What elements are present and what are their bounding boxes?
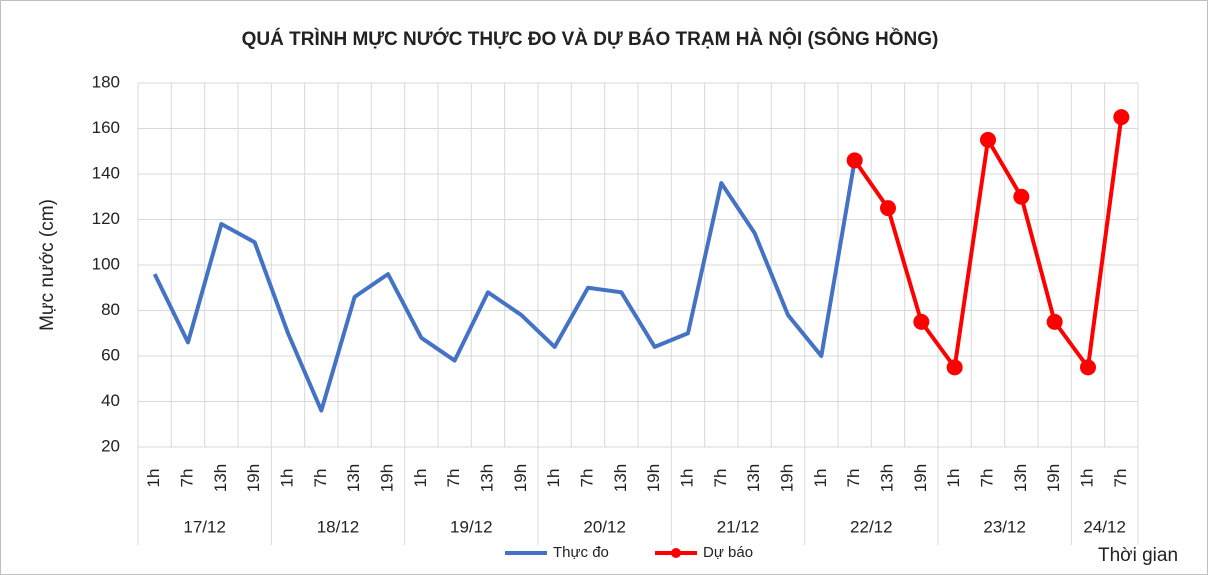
y-tick-label: 80 [101, 300, 120, 319]
marker [1113, 109, 1130, 126]
x-tick-label: 1h [277, 469, 296, 488]
x-group-label: 18/12 [317, 517, 360, 536]
y-tick-label: 60 [101, 345, 120, 364]
x-tick-label: 1h [677, 469, 696, 488]
x-tick-label: 1h [144, 469, 163, 488]
x-axis-title: Thời gian [1098, 545, 1178, 566]
chart-title: QUÁ TRÌNH MỰC NƯỚC THỰC ĐO VÀ DỰ BÁO TRẠ… [242, 28, 939, 50]
x-tick-label: 7h [711, 469, 730, 488]
x-tick-label: 13h [1011, 464, 1030, 492]
y-tick-label: 120 [92, 209, 120, 228]
x-tick-label: 13h [611, 464, 630, 492]
marker [1013, 188, 1030, 205]
x-tick-label: 19h [777, 464, 796, 492]
x-tick-label: 1h [811, 469, 830, 488]
x-tick-label: 13h [744, 464, 763, 492]
y-tick-label: 180 [92, 72, 120, 91]
x-tick-label: 19h [244, 464, 263, 492]
x-tick-label: 13h [211, 464, 230, 492]
marker [846, 152, 863, 169]
x-tick-label: 7h [844, 469, 863, 488]
marker [880, 200, 896, 217]
marker [1080, 359, 1096, 376]
x-group-label: 20/12 [583, 517, 626, 536]
y-tick-label: 160 [92, 118, 120, 137]
x-tick-label: 1h [411, 469, 430, 488]
x-group-label: 19/12 [450, 517, 493, 536]
x-group-label: 23/12 [983, 517, 1026, 536]
x-tick-label: 19h [511, 464, 530, 492]
y-tick-label: 140 [92, 163, 120, 182]
x-tick-label: 19h [644, 464, 663, 492]
x-tick-label: 1h [1077, 469, 1096, 488]
x-tick-label: 7h [1111, 469, 1130, 488]
x-tick-label: 1h [944, 469, 963, 488]
y-tick-label: 100 [92, 254, 120, 273]
legend-label: Thực đo [553, 544, 609, 561]
legend-marker [671, 548, 681, 558]
x-group-label: 22/12 [850, 517, 893, 536]
x-tick-label: 1h [544, 469, 563, 488]
x-group-label: 24/12 [1083, 517, 1126, 536]
y-axis-title: Mực nước (cm) [37, 199, 58, 331]
x-group-label: 17/12 [183, 517, 226, 536]
marker [946, 359, 963, 376]
x-tick-label: 19h [377, 464, 396, 492]
x-tick-label: 7h [977, 469, 996, 488]
legend-label: Dự báo [703, 544, 753, 561]
marker [980, 131, 996, 148]
x-tick-label: 19h [911, 464, 930, 492]
x-tick-label: 7h [577, 469, 596, 488]
x-tick-label: 7h [177, 469, 196, 488]
x-tick-label: 19h [1044, 464, 1063, 492]
marker [913, 313, 930, 330]
x-group-label: 21/12 [717, 517, 760, 536]
marker [1046, 313, 1063, 330]
y-tick-label: 20 [101, 436, 120, 455]
y-tick-label: 40 [101, 391, 120, 410]
x-tick-label: 13h [344, 464, 363, 492]
series-line [152, 160, 857, 413]
x-tick-label: 7h [444, 469, 463, 488]
x-tick-label: 13h [877, 464, 896, 492]
x-tick-label: 7h [311, 469, 330, 488]
x-tick-label: 13h [477, 464, 496, 492]
